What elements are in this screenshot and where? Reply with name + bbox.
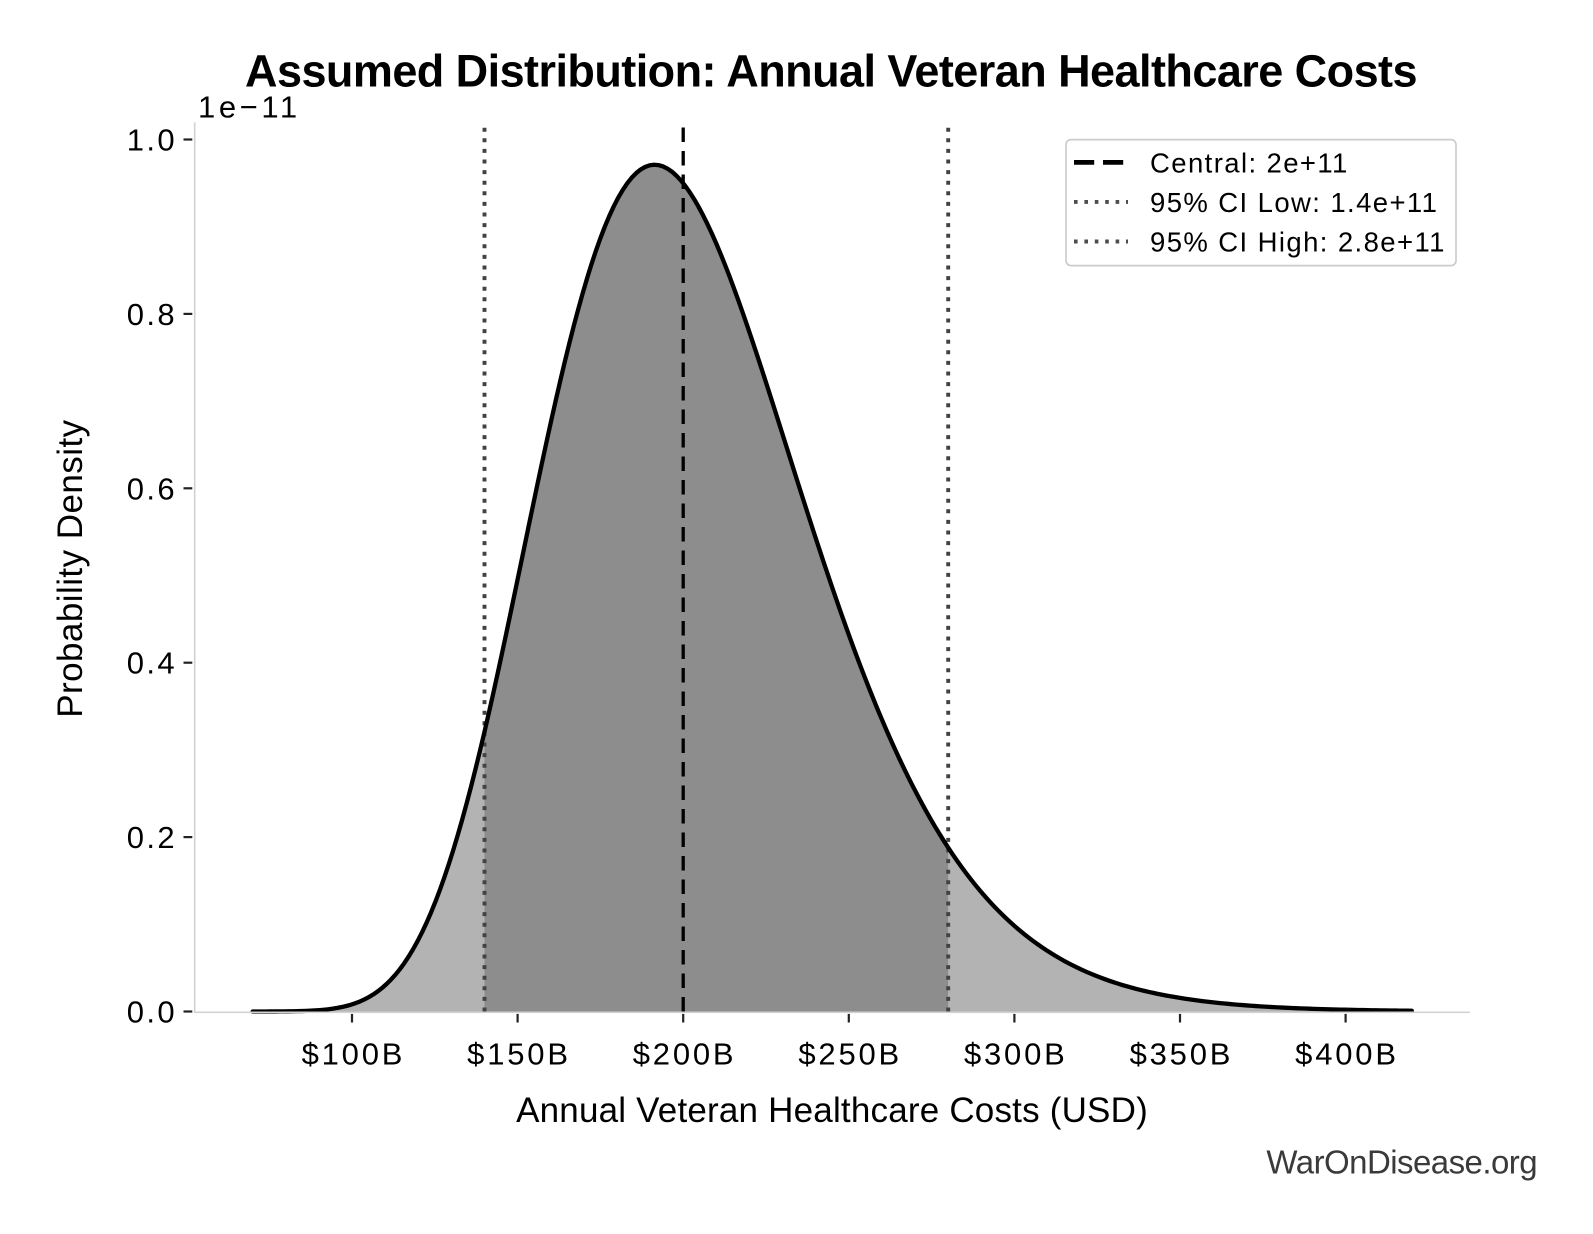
svg-text:$100B: $100B [302, 1037, 406, 1072]
svg-text:Assumed Distribution: Annual V: Assumed Distribution: Annual Veteran Hea… [245, 46, 1417, 97]
svg-text:0.0: 0.0 [127, 995, 177, 1030]
svg-text:Annual Veteran Healthcare Cost: Annual Veteran Healthcare Costs (USD) [516, 1091, 1148, 1130]
svg-text:95% CI High: 2.8e+11: 95% CI High: 2.8e+11 [1150, 226, 1446, 257]
svg-text:$400B: $400B [1295, 1037, 1399, 1072]
svg-text:$200B: $200B [633, 1037, 737, 1072]
svg-text:$300B: $300B [964, 1037, 1068, 1072]
svg-text:0.4: 0.4 [127, 646, 177, 681]
svg-text:$350B: $350B [1130, 1037, 1234, 1072]
svg-text:1.0: 1.0 [127, 123, 177, 158]
svg-text:95% CI Low: 1.4e+11: 95% CI Low: 1.4e+11 [1150, 187, 1438, 218]
svg-text:0.8: 0.8 [127, 297, 177, 332]
svg-text:Central: 2e+11: Central: 2e+11 [1150, 147, 1349, 178]
svg-text:WarOnDisease.org: WarOnDisease.org [1266, 1143, 1537, 1180]
svg-text:1e−11: 1e−11 [198, 90, 301, 125]
svg-text:$150B: $150B [467, 1037, 571, 1072]
svg-text:$250B: $250B [798, 1037, 902, 1072]
svg-text:Probability Density: Probability Density [51, 419, 90, 717]
svg-text:0.2: 0.2 [127, 820, 177, 855]
svg-text:0.6: 0.6 [127, 471, 177, 506]
